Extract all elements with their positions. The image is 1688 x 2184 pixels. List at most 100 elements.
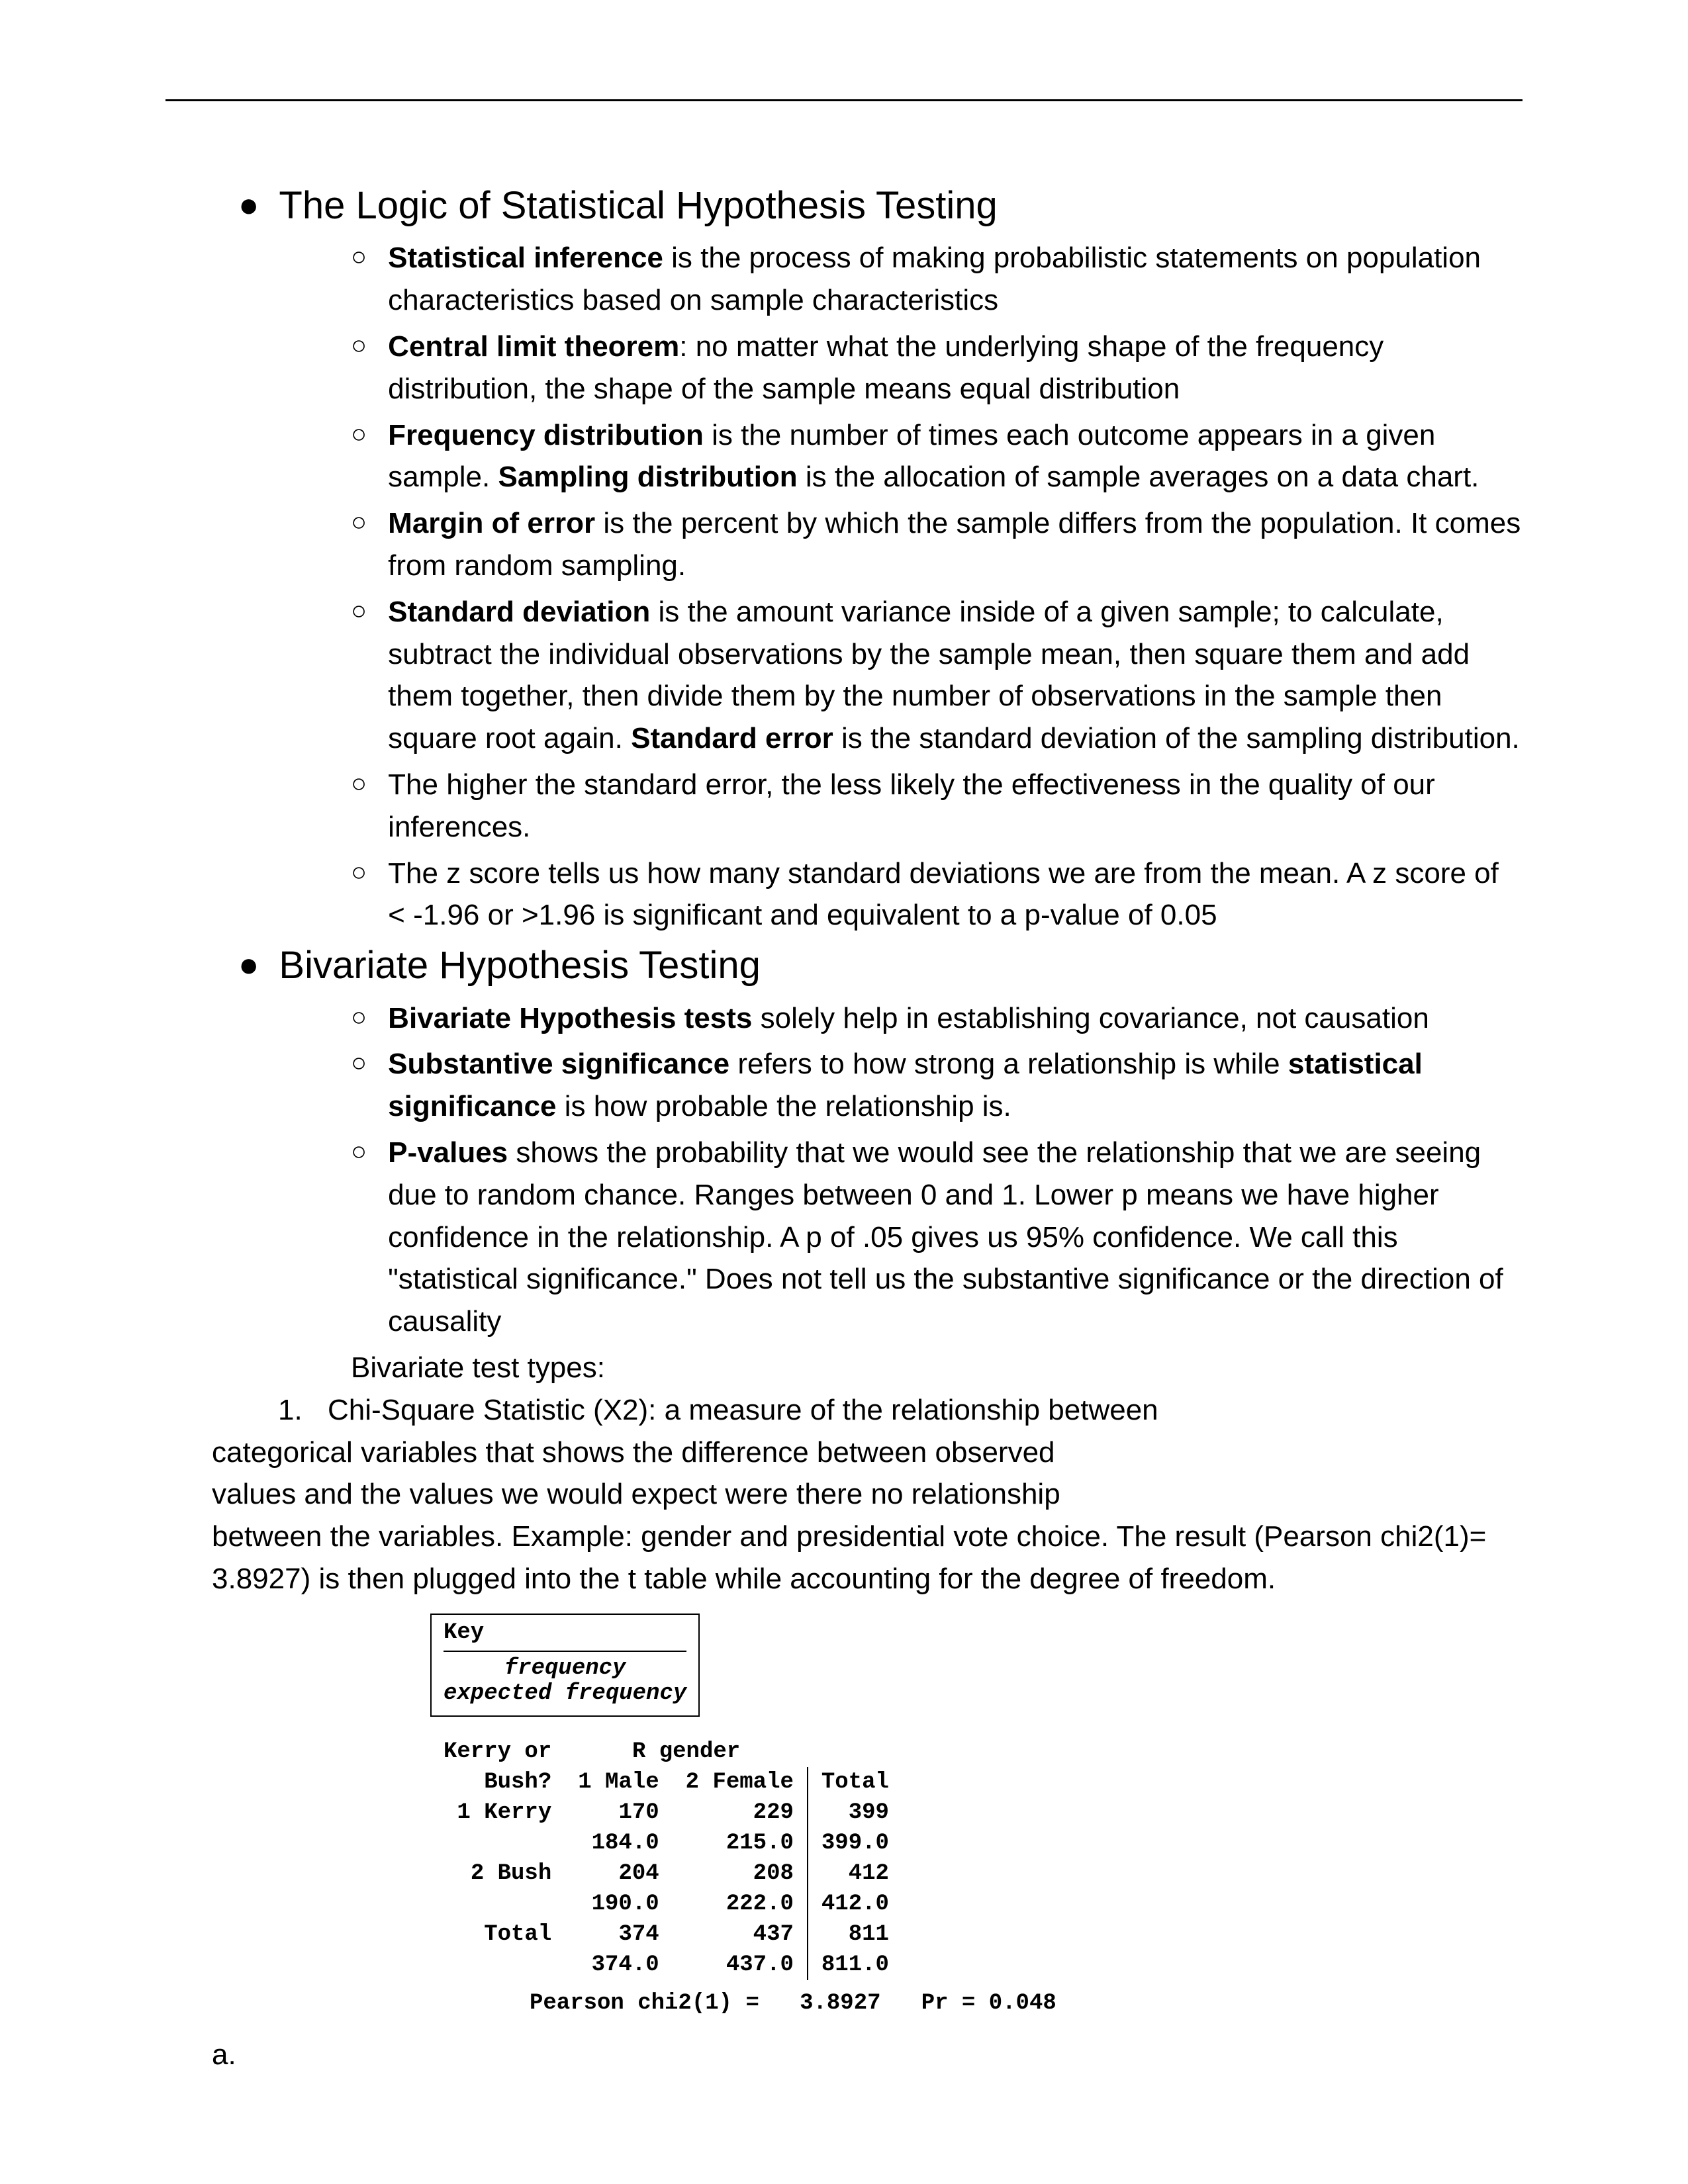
s2-item-2: ○ P-values shows the probability that we… (351, 1132, 1523, 1343)
definition: refers to how strong a relationship is w… (729, 1048, 1288, 1080)
crosstab-table: Kerry or R gender Bush? 1 Male 2 Female … (430, 1737, 902, 1980)
cell: 222.0 (673, 1889, 808, 1919)
cell: 399 (808, 1797, 902, 1828)
cell: 399.0 (808, 1828, 902, 1858)
cell: 215.0 (673, 1828, 808, 1858)
definition: is how probable the relationship is. (556, 1090, 1011, 1122)
pr-value: 0.048 (989, 1991, 1056, 2016)
term: P-values (388, 1136, 508, 1169)
section-1-heading: The Logic of Statistical Hypothesis Test… (279, 181, 997, 230)
sublist-label-a: a. (212, 2038, 236, 2071)
s2-item-2-text: P-values shows the probability that we w… (388, 1132, 1523, 1343)
row-header-1: Kerry or (430, 1737, 565, 1767)
empty-cell (430, 1950, 565, 1980)
document-page: ● The Logic of Statistical Hypothesis Te… (0, 0, 1688, 2082)
total-header: Total (808, 1767, 902, 1797)
cell: 811.0 (808, 1950, 902, 1980)
row-label: 2 Bush (430, 1858, 565, 1889)
s1-item-2-text: Frequency distribution is the number of … (388, 414, 1523, 499)
cell: 811 (808, 1919, 902, 1950)
key-line-1: frequency (444, 1652, 686, 1681)
chi-square-result: Pearson chi2(1) = 3.8927 Pr = 0.048 (530, 1991, 1523, 2016)
table-row: 2 Bush 204 208 412 (430, 1858, 902, 1889)
chi-value: 3.8927 (800, 1991, 880, 2016)
cell: 170 (565, 1797, 672, 1828)
s1-item-1: ○ Central limit theorem: no matter what … (351, 326, 1523, 410)
list-number: 1. (278, 1389, 305, 1432)
cell: 374 (565, 1919, 672, 1950)
term: Standard error (631, 722, 833, 754)
term: Substantive significance (388, 1048, 729, 1080)
bullet-dot-icon: ● (238, 185, 259, 230)
table-row: 184.0 215.0 399.0 (430, 1828, 902, 1858)
row-label: 1 Kerry (430, 1797, 565, 1828)
cell: 437.0 (673, 1950, 808, 1980)
s1-item-6: ○ The z score tells us how many standard… (351, 852, 1523, 937)
table-row: 374.0 437.0 811.0 (430, 1950, 902, 1980)
s1-item-4: ○ Standard deviation is the amount varia… (351, 591, 1523, 760)
s1-item-5-text: The higher the standard error, the less … (388, 764, 1523, 848)
cell: 208 (673, 1858, 808, 1889)
s2-item-1-text: Substantive significance refers to how s… (388, 1043, 1523, 1128)
s1-item-3: ○ Margin of error is the percent by whic… (351, 502, 1523, 587)
stata-output: Key frequency expected frequency Kerry o… (430, 1614, 1523, 2016)
section-2-heading-row: ● Bivariate Hypothesis Testing (238, 940, 1523, 990)
col-group-header: R gender (565, 1737, 808, 1767)
key-title: Key (444, 1620, 686, 1652)
term: Standard deviation (388, 596, 650, 628)
bullet-dot-icon: ● (238, 944, 259, 990)
hollow-bullet-icon: ○ (351, 852, 367, 937)
hollow-bullet-icon: ○ (351, 326, 367, 410)
empty-cell (808, 1737, 902, 1767)
s1-item-3-text: Margin of error is the percent by which … (388, 502, 1523, 587)
cell: 412 (808, 1858, 902, 1889)
chi-label: Pearson chi2(1) = (530, 1991, 759, 2016)
key-line-2: expected frequency (444, 1681, 686, 1706)
cell: 374.0 (565, 1950, 672, 1980)
hollow-bullet-icon: ○ (351, 764, 367, 848)
term: Statistical inference (388, 242, 663, 274)
numbered-item-1: 1. Chi-Square Statistic (X2): a measure … (278, 1389, 1523, 1432)
cell: 204 (565, 1858, 672, 1889)
cell: 412.0 (808, 1889, 902, 1919)
empty-cell (430, 1889, 565, 1919)
hollow-bullet-icon: ○ (351, 414, 367, 499)
definition: is the standard deviation of the samplin… (833, 722, 1520, 754)
section-1-heading-row: ● The Logic of Statistical Hypothesis Te… (238, 181, 1523, 230)
cell: 437 (673, 1919, 808, 1950)
section-2-heading: Bivariate Hypothesis Testing (279, 940, 761, 990)
numbered-text: Chi-Square Statistic (X2): a measure of … (328, 1389, 1158, 1432)
term: Sampling distribution (498, 461, 797, 493)
hollow-bullet-icon: ○ (351, 1043, 367, 1128)
hollow-bullet-icon: ○ (351, 502, 367, 587)
s1-item-2: ○ Frequency distribution is the number o… (351, 414, 1523, 499)
table-header-row-1: Kerry or R gender (430, 1737, 902, 1767)
body-line-2: between the variables. Example: gender a… (212, 1516, 1523, 1600)
s1-item-0-text: Statistical inference is the process of … (388, 237, 1523, 322)
s2-item-1: ○ Substantive significance refers to how… (351, 1043, 1523, 1128)
table-header-row-2: Bush? 1 Male 2 Female Total (430, 1767, 902, 1797)
pr-label: Pr = (921, 1991, 976, 2016)
col-1-header: 1 Male (565, 1767, 672, 1797)
table-row: Total 374 437 811 (430, 1919, 902, 1950)
definition: solely help in establishing covariance, … (752, 1002, 1429, 1034)
hollow-bullet-icon: ○ (351, 997, 367, 1040)
term: Margin of error (388, 507, 595, 539)
s1-item-5: ○ The higher the standard error, the les… (351, 764, 1523, 848)
test-types-label: Bivariate test types: (351, 1347, 1523, 1389)
s2-item-0-text: Bivariate Hypothesis tests solely help i… (388, 997, 1429, 1040)
hollow-bullet-icon: ○ (351, 1132, 367, 1343)
hollow-bullet-icon: ○ (351, 591, 367, 760)
term: Frequency distribution (388, 419, 704, 451)
s1-item-0: ○ Statistical inference is the process o… (351, 237, 1523, 322)
cell: 190.0 (565, 1889, 672, 1919)
row-header-2: Bush? (430, 1767, 565, 1797)
top-rule (165, 99, 1523, 101)
col-2-header: 2 Female (673, 1767, 808, 1797)
table-row: 190.0 222.0 412.0 (430, 1889, 902, 1919)
hollow-bullet-icon: ○ (351, 237, 367, 322)
body-line-1: values and the values we would expect we… (212, 1473, 1523, 1516)
empty-cell (430, 1828, 565, 1858)
term: Bivariate Hypothesis tests (388, 1002, 752, 1034)
s1-item-1-text: Central limit theorem: no matter what th… (388, 326, 1523, 410)
